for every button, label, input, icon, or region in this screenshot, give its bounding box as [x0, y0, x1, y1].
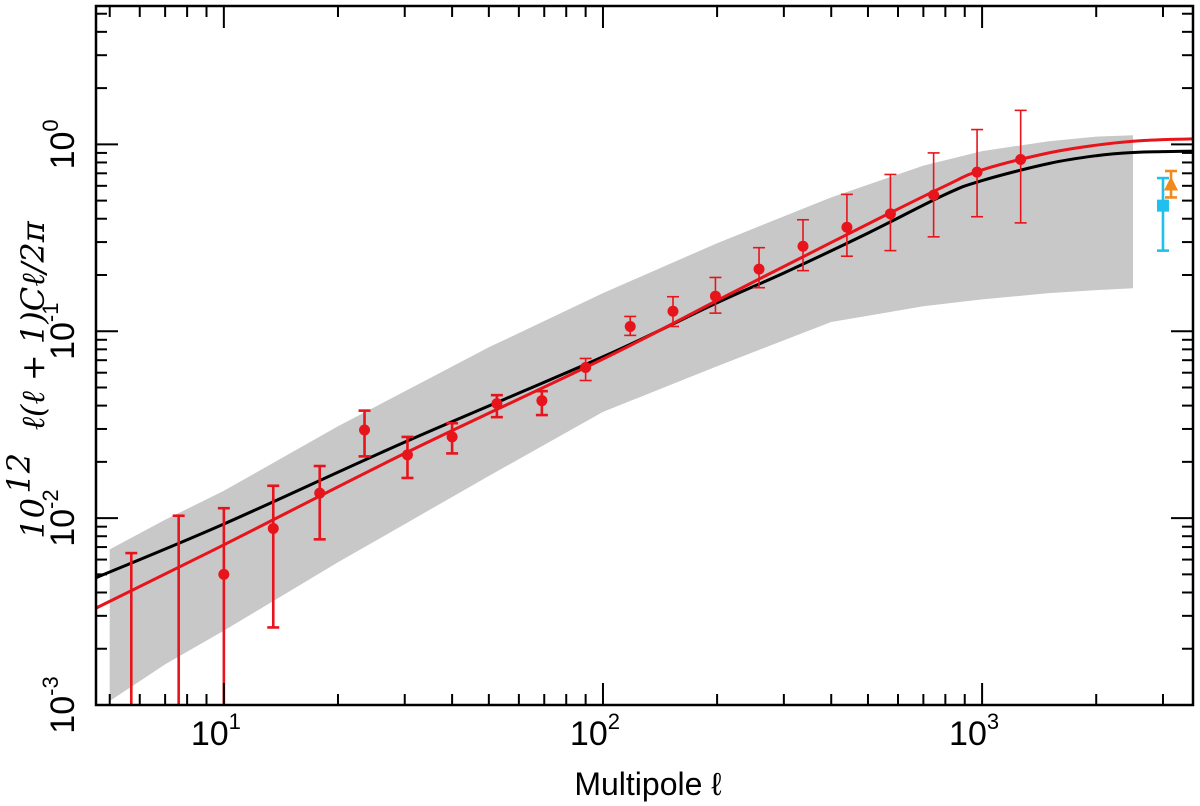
x-tick-label-1: 102 — [570, 709, 620, 753]
line-black-model — [96, 149, 1193, 580]
marker-circle — [173, 708, 184, 719]
marker-circle — [491, 398, 503, 410]
point-red-binned-data-19 — [971, 128, 984, 218]
marker-circle — [624, 321, 636, 333]
y-axis-title-math: ℓ(ℓ + 1)Cℓ/2π — [14, 220, 52, 430]
point-red-binned-data-20 — [1014, 109, 1027, 224]
y-tick-base: 10 — [44, 322, 82, 360]
point-red-binned-data-1 — [172, 514, 185, 719]
point-cyan-data-0 — [1156, 176, 1169, 252]
point-red-binned-data-2 — [217, 506, 230, 705]
x-tick-exp: 1 — [229, 709, 241, 734]
point-red-binned-data-8 — [490, 393, 503, 419]
point-red-binned-data-10 — [579, 357, 592, 382]
marker-circle — [667, 305, 679, 317]
marker-circle — [267, 522, 279, 534]
marker-circle — [401, 449, 413, 461]
shaded-band — [109, 135, 1133, 701]
axes-layer — [94, 4, 1195, 707]
point-red-binned-data-14 — [753, 246, 766, 289]
marker-circle — [218, 568, 230, 580]
y-tick-exp: 0 — [38, 119, 63, 131]
y-tick-base: 10 — [44, 696, 82, 734]
marker-circle — [928, 189, 940, 201]
x-tick-exp: 2 — [608, 709, 620, 734]
marker-triangle — [1164, 176, 1179, 191]
point-red-binned-data-13 — [709, 276, 722, 314]
marker-circle — [753, 263, 765, 275]
x-tick-exp: 3 — [987, 709, 999, 734]
plot-frame — [94, 4, 1195, 707]
marker-circle — [841, 221, 853, 233]
x-tick-label-0: 101 — [191, 709, 241, 753]
marker-circle — [359, 424, 371, 436]
point-red-binned-data-17 — [884, 173, 897, 252]
y-tick-label-2: 10-1 — [38, 303, 82, 360]
y-tick-base: 10 — [44, 509, 82, 547]
marker-circle — [536, 395, 548, 407]
y-tick-exp: -1 — [38, 303, 63, 323]
y-tick-label-3: 100 — [38, 119, 82, 169]
point-red-binned-data-15 — [797, 218, 810, 272]
point-orange-data-0 — [1164, 169, 1179, 199]
marker-circle — [797, 240, 809, 252]
point-red-binned-data-5 — [358, 409, 371, 458]
point-red-binned-data-11 — [624, 315, 637, 337]
y-axis-title-prefix-exp: 12 — [0, 453, 38, 494]
x-axis-title: Multipole ℓ — [574, 766, 721, 802]
point-red-binned-data-18 — [927, 152, 940, 238]
point-red-binned-data-4 — [313, 464, 326, 541]
point-red-binned-data-3 — [267, 484, 280, 629]
y-axis-title: 10 12 ℓ(ℓ + 1)Cℓ/2π — [0, 220, 52, 538]
x-tick-label-2: 103 — [949, 709, 999, 753]
model-lines-layer — [96, 137, 1193, 610]
point-red-binned-data-6 — [401, 435, 414, 480]
marker-circle — [971, 166, 983, 178]
marker-circle — [580, 361, 592, 373]
y-tick-base: 10 — [44, 132, 82, 170]
marker-circle — [709, 290, 721, 302]
y-axis-title-prefix-base: 10 — [14, 498, 52, 539]
marker-circle — [446, 431, 458, 443]
band-layer — [109, 135, 1133, 701]
marker-circle — [1015, 153, 1027, 165]
point-red-binned-data-9 — [535, 389, 548, 417]
y-tick-exp: -2 — [38, 489, 63, 509]
svg-text:10 12 ℓ(ℓ + 1): 10 12 ℓ(ℓ + 1)Cℓ/2π — [0, 220, 52, 538]
point-red-binned-data-12 — [666, 295, 679, 328]
marker-square — [1156, 199, 1169, 212]
marker-circle — [884, 208, 896, 220]
y-tick-label-0: 10-3 — [38, 676, 82, 733]
line-red-model — [96, 137, 1193, 610]
x-tick-base: 10 — [191, 715, 229, 753]
data-points-layer — [125, 109, 1179, 719]
point-red-binned-data-7 — [446, 421, 459, 455]
y-tick-exp: -3 — [38, 676, 63, 696]
point-red-binned-data-16 — [840, 193, 853, 258]
x-tick-base: 10 — [949, 715, 987, 753]
x-tick-base: 10 — [570, 715, 608, 753]
marker-circle — [314, 487, 326, 499]
y-tick-label-1: 10-2 — [38, 489, 82, 546]
